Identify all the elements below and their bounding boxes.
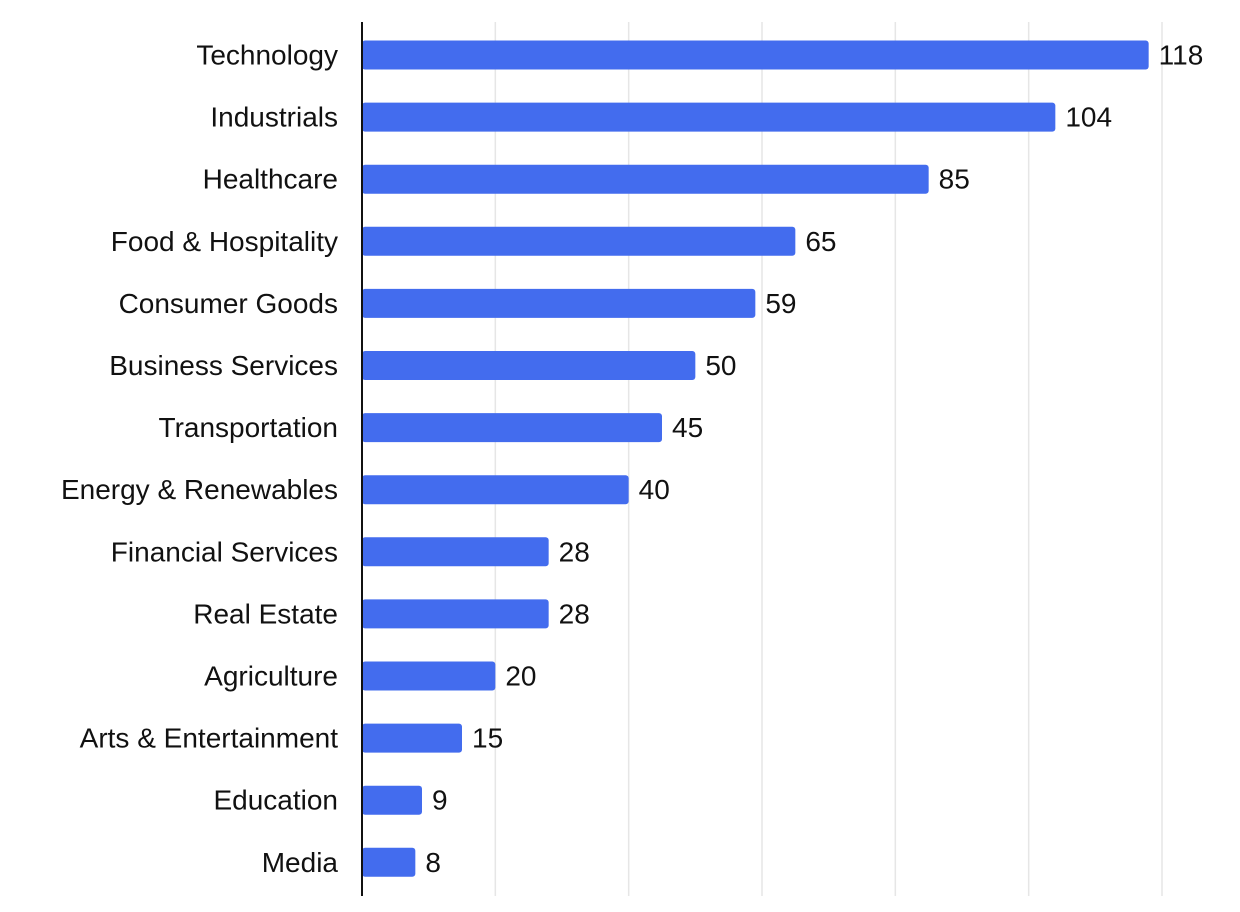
category-label: Agriculture [204, 661, 338, 692]
value-label: 15 [472, 723, 503, 754]
gridlines [494, 22, 1163, 896]
value-label: 85 [939, 164, 970, 195]
value-label: 59 [765, 288, 796, 319]
value-label: 28 [559, 598, 590, 629]
value-label: 50 [705, 350, 736, 381]
value-label: 118 [1159, 40, 1204, 71]
category-label: Energy & Renewables [61, 474, 338, 505]
category-label: Real Estate [193, 598, 338, 629]
bar [362, 599, 549, 629]
category-labels: Technology Industrials Healthcare Food & Ho… [61, 40, 338, 878]
category-label: Business Services [109, 350, 338, 381]
category-label: Industrials [210, 102, 338, 133]
bar [362, 723, 462, 753]
bar [362, 102, 1056, 132]
category-label: Media [262, 847, 339, 878]
bar [362, 351, 696, 380]
bar [362, 661, 496, 691]
value-label: 104 [1065, 102, 1112, 133]
bar [362, 288, 756, 318]
category-label: Healthcare [203, 164, 338, 195]
category-label: Transportation [159, 412, 339, 443]
bar [362, 413, 662, 443]
bar [362, 537, 549, 567]
category-label: Arts & Entertainment [80, 723, 339, 754]
bar [362, 164, 929, 194]
category-label: Education [213, 785, 338, 816]
bar [362, 226, 796, 256]
value-label: 9 [432, 785, 448, 816]
bar [362, 785, 422, 815]
category-label: Food & Hospitality [111, 226, 338, 257]
value-label: 65 [805, 226, 836, 257]
value-label: 45 [672, 412, 703, 443]
value-label: 20 [505, 661, 536, 692]
bar [362, 847, 416, 877]
bar [362, 475, 629, 505]
category-label: Technology [196, 40, 338, 71]
bar [362, 40, 1149, 70]
value-label: 8 [425, 847, 441, 878]
value-label: 28 [559, 536, 590, 567]
category-label: Financial Services [111, 536, 338, 567]
value-label: 40 [639, 474, 670, 505]
category-label: Consumer Goods [119, 288, 338, 319]
bars [362, 40, 1149, 877]
